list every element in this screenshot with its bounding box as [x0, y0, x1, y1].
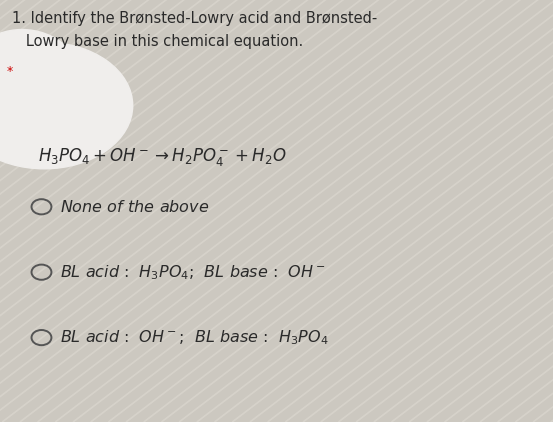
- Text: *: *: [7, 65, 13, 78]
- Text: $H_3PO_4 + OH^- \rightarrow H_2PO_4^- + H_2O$: $H_3PO_4 + OH^- \rightarrow H_2PO_4^- + …: [38, 146, 286, 168]
- Text: 1. Identify the Brønsted-Lowry acid and Brønsted-: 1. Identify the Brønsted-Lowry acid and …: [12, 11, 377, 26]
- Text: Lowry base in this chemical equation.: Lowry base in this chemical equation.: [12, 34, 304, 49]
- Text: $\it{None\ of\ the\ above}$: $\it{None\ of\ the\ above}$: [60, 199, 209, 215]
- Text: $\it{BL\ acid}$ :  $OH^-$;  $\it{BL\ base}$ :  $H_3PO_4$: $\it{BL\ acid}$ : $OH^-$; $\it{BL\ base}…: [60, 328, 328, 347]
- Ellipse shape: [0, 30, 83, 139]
- Ellipse shape: [0, 42, 133, 169]
- Text: $\it{BL\ acid}$ :  $H_3PO_4$;  $\it{BL\ base}$ :  $OH^-$: $\it{BL\ acid}$ : $H_3PO_4$; $\it{BL\ ba…: [60, 263, 326, 281]
